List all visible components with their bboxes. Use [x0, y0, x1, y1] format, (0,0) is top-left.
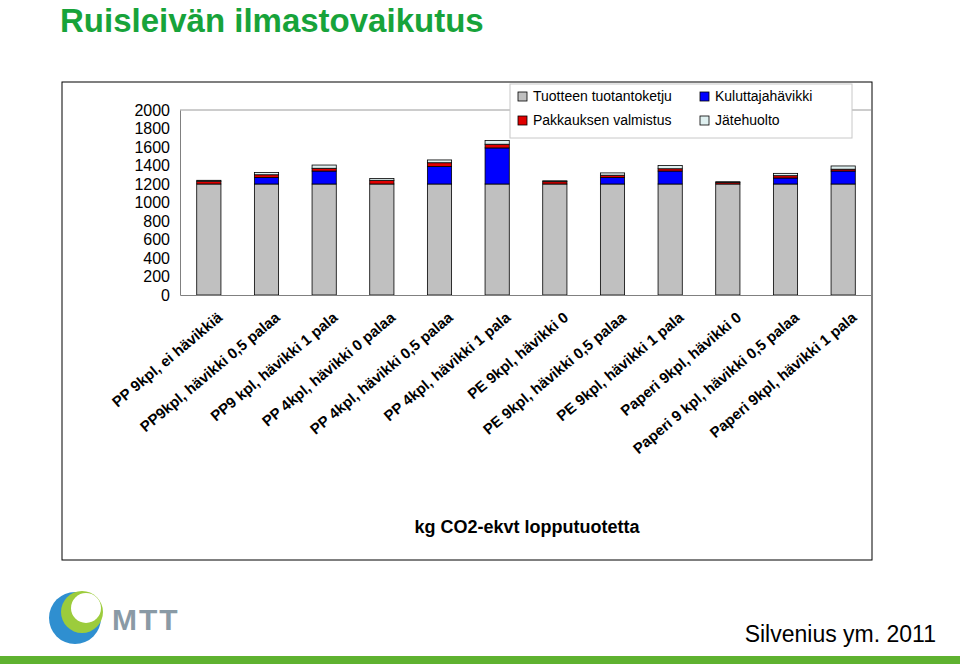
bar-segment [658, 184, 682, 295]
logo-circle [61, 591, 103, 633]
legend-swatch [700, 92, 709, 101]
y-tick: 800 [143, 213, 180, 230]
y-tick: 1200 [134, 176, 180, 193]
bar-segment [831, 166, 855, 169]
logo: MTT [49, 591, 180, 644]
bar-segment [370, 184, 394, 295]
legend: Tuotteen tuotantoketju Kuluttajahävikki Pa… [510, 84, 852, 138]
y-tick-label: 800 [143, 213, 170, 230]
bar-segment [197, 180, 221, 182]
x-tick-label: Paperi 9kpl, hävikki 1 pala [706, 308, 860, 441]
bar-segment [485, 141, 509, 145]
bar-segment [658, 171, 682, 184]
bar-segment [485, 148, 509, 184]
logo-circle [71, 593, 101, 623]
bar-segment [197, 181, 221, 184]
bar-segment [370, 178, 394, 180]
y-tick-label: 1600 [134, 139, 170, 156]
y-tick: 1000 [134, 194, 180, 211]
legend-label: Pakkauksen valmistus [533, 112, 672, 128]
bar-segment [716, 184, 740, 185]
y-tick-label: 400 [143, 250, 170, 267]
bar-segment [543, 180, 567, 182]
x-tick: PP 4kpl, hävikki 1 pala [380, 295, 514, 424]
bar-segment [716, 183, 740, 184]
x-tick: PE 9kpl, hävikki 0 [464, 295, 571, 402]
x-tick: PP 9kpl, ei hävikkiä [109, 295, 226, 410]
bar-segment [254, 175, 278, 178]
bar-segment [197, 184, 221, 295]
y-tick-label: 200 [143, 268, 170, 285]
y-tick-label: 1800 [134, 120, 170, 137]
y-tick: 200 [143, 268, 180, 285]
bars [197, 141, 856, 295]
bar-segment [543, 184, 567, 295]
x-axis-line [181, 295, 873, 296]
y-tick: 600 [143, 231, 180, 248]
y-tick: 400 [143, 250, 180, 267]
y-axis-line [180, 111, 181, 296]
y-tick-label: 2000 [134, 102, 170, 119]
x-tick-label: PE 9kpl, hävikki 0 [464, 308, 571, 402]
y-tick-label: 1200 [134, 176, 170, 193]
source: Silvenius ym. 2011 [745, 621, 936, 647]
legend-label: Kuluttajahävikki [715, 88, 812, 104]
y-tick: 1400 [134, 157, 180, 174]
bar-segment [312, 171, 336, 184]
bar-segment [254, 178, 278, 184]
legend-swatch [700, 116, 709, 125]
bar-segment [600, 184, 624, 295]
bar-segment [773, 184, 797, 295]
bar-segment [485, 184, 509, 295]
bar-segment [716, 181, 740, 183]
legend-swatch [518, 92, 527, 101]
logo-circle [49, 592, 101, 644]
bar-segment [254, 172, 278, 174]
bar-segment [254, 184, 278, 295]
bar-segment [831, 171, 855, 184]
bar-segment [716, 184, 740, 295]
title: Ruisleivän ilmastovaikutus [60, 2, 484, 39]
legend-label: Jätehuolto [715, 112, 780, 128]
legend-swatch [518, 116, 527, 125]
y-tick-label: 600 [143, 231, 170, 248]
footer-bar [0, 656, 960, 664]
bar-segment [312, 165, 336, 168]
y-tick: 1600 [134, 139, 180, 156]
y-tick: 0 [161, 287, 180, 304]
x-tick-label: PP 9kpl, ei hävikkiä [109, 308, 226, 410]
bar-segment [312, 184, 336, 295]
bar-segment [427, 160, 451, 163]
bar-segment [773, 178, 797, 184]
y-tick-label: 1400 [134, 157, 170, 174]
x-axis-title: kg CO2-ekvt lopputuotetta [414, 517, 640, 537]
bar-segment [600, 178, 624, 184]
frame [62, 82, 872, 560]
bar-segment [427, 166, 451, 184]
bar-segment [600, 173, 624, 175]
bar-segment [658, 166, 682, 169]
y-tick-label: 0 [161, 287, 170, 304]
bar-segment [485, 144, 509, 148]
bar-segment [370, 180, 394, 184]
x-axis: PP 9kpl, ei hävikkiäPP9kpl, hävikki 0,5 … [109, 295, 873, 457]
y-tick-label: 1000 [134, 194, 170, 211]
legend-label: Tuotteen tuotantoketju [533, 88, 672, 104]
y-tick: 2000 [134, 102, 180, 119]
y-tick: 1800 [134, 120, 180, 137]
x-tick: Paperi 9kpl, hävikki 1 pala [706, 295, 860, 441]
bar-segment [312, 168, 336, 171]
bar-segment [773, 173, 797, 175]
logo-text: MTT [112, 603, 180, 636]
bar-segment [543, 182, 567, 184]
bar-segment [427, 184, 451, 295]
chart: Ruisleivän ilmastovaikutus 0 200400 600800 1… [0, 0, 960, 664]
y-axis: 0 200400 600800 10001200 14001600 18002000 [134, 102, 180, 304]
bar-segment [831, 184, 855, 295]
bar-segment [427, 163, 451, 167]
legend-box [510, 84, 852, 138]
